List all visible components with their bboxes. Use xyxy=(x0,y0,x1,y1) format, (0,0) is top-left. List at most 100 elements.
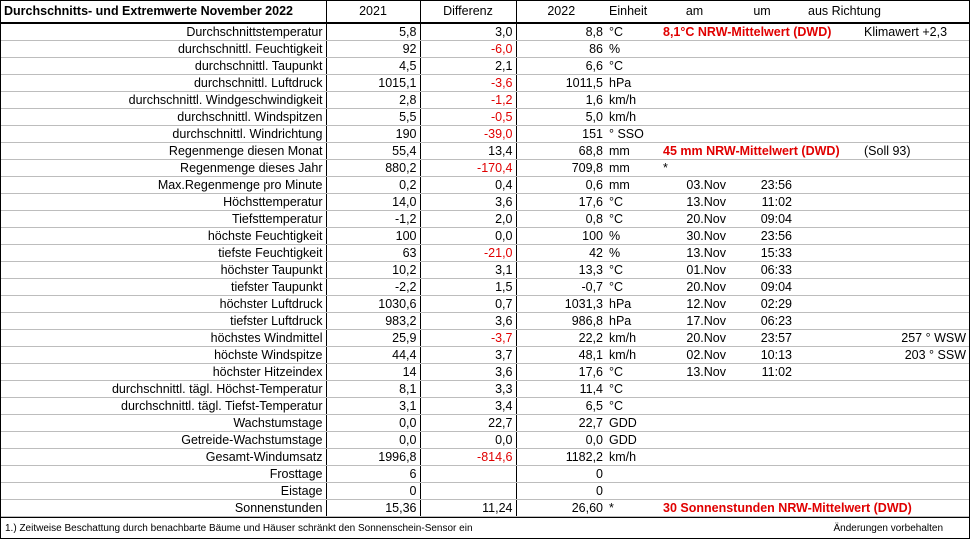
value-unit: mm xyxy=(606,159,660,177)
value-2022: 22,2 xyxy=(516,329,606,347)
date-am: 20.Nov xyxy=(660,210,729,228)
direction-value xyxy=(805,448,969,466)
value-2021: 0,2 xyxy=(326,176,421,194)
row-label: höchste Feuchtigkeit xyxy=(1,227,327,245)
value-unit xyxy=(606,465,660,483)
table-row: Getreide-Wachstumstage 0,0 0,0 0,0 GDD xyxy=(1,431,969,449)
date-am: * xyxy=(660,159,729,177)
value-2022: 0,0 xyxy=(516,431,606,449)
table-row: tiefster Taupunkt -2,2 1,5 -0,7 °C 20.Nov 09:0… xyxy=(1,278,969,296)
row-label: durchschnittl. tägl. Tiefst-Temperatur xyxy=(1,397,327,415)
row-label: höchster Hitzeindex xyxy=(1,363,327,381)
value-difference: 3,6 xyxy=(420,363,517,381)
value-2021: 14 xyxy=(326,363,421,381)
value-unit xyxy=(606,482,660,500)
value-difference: 2,1 xyxy=(420,57,517,75)
time-um xyxy=(729,40,795,58)
value-difference: 0,4 xyxy=(420,176,517,194)
value-2022: 5,0 xyxy=(516,108,606,126)
table-row: durchschnittl. Windgeschwindigkeit 2,8 -1,… xyxy=(1,91,969,109)
row-label: Getreide-Wachstumstage xyxy=(1,431,327,449)
row-label: Frosttage xyxy=(1,465,327,483)
time-um: 23:56 xyxy=(729,227,795,245)
value-2021: -2,2 xyxy=(326,278,421,296)
table-row: Höchsttemperatur 14,0 3,6 17,6 °C 13.Nov 11:02 xyxy=(1,193,969,211)
value-2022: 0 xyxy=(516,482,606,500)
value-2022: 1182,2 xyxy=(516,448,606,466)
value-2021: 100 xyxy=(326,227,421,245)
row-label: Gesamt-Windumsatz xyxy=(1,448,327,466)
value-difference: -3,6 xyxy=(420,74,517,92)
row-label: durchschnittl. Luftdruck xyxy=(1,74,327,92)
value-difference: 3,0 xyxy=(420,23,517,41)
time-um xyxy=(729,414,795,432)
direction-value xyxy=(805,363,969,381)
time-um: 06:23 xyxy=(729,312,795,330)
time-um xyxy=(729,397,795,415)
row-label: Sonnenstunden xyxy=(1,499,327,517)
table-row: höchster Luftdruck 1030,6 0,7 1031,3 hPa 12.N… xyxy=(1,295,969,313)
date-am xyxy=(660,448,729,466)
table-row: höchste Windspitze 44,4 3,7 48,1 km/h 02.Nov 1… xyxy=(1,346,969,364)
direction-value xyxy=(805,295,969,313)
value-difference: -814,6 xyxy=(420,448,517,466)
direction-value xyxy=(805,244,969,262)
value-unit: °C xyxy=(606,380,660,398)
value-2022: 26,60 xyxy=(516,499,606,517)
value-2022: 0,6 xyxy=(516,176,606,194)
row-label: Regenmenge dieses Jahr xyxy=(1,159,327,177)
value-2021: 5,8 xyxy=(326,23,421,41)
direction-value xyxy=(805,397,969,415)
row-label: Durchschnittstemperatur xyxy=(1,23,327,41)
direction-value xyxy=(805,210,969,228)
header-difference: Differenz xyxy=(420,1,517,24)
value-2022: 986,8 xyxy=(516,312,606,330)
value-unit: km/h xyxy=(606,91,660,109)
value-2021: 55,4 xyxy=(326,142,421,160)
value-difference: 3,6 xyxy=(420,312,517,330)
time-um xyxy=(729,108,795,126)
date-am: 01.Nov xyxy=(660,261,729,279)
value-2021: 983,2 xyxy=(326,312,421,330)
value-unit: hPa xyxy=(606,312,660,330)
time-um: 11:02 xyxy=(729,193,795,211)
time-um xyxy=(729,431,795,449)
value-difference: 0,0 xyxy=(420,431,517,449)
value-difference: 13,4 xyxy=(420,142,517,160)
value-difference: 0,0 xyxy=(420,227,517,245)
time-um: 23:57 xyxy=(729,329,795,347)
value-2021: 0,0 xyxy=(326,414,421,432)
row-label: durchschnittl. Windrichtung xyxy=(1,125,327,143)
date-am xyxy=(660,125,729,143)
date-am xyxy=(660,414,729,432)
value-unit: °C xyxy=(606,397,660,415)
value-unit: % xyxy=(606,227,660,245)
time-um xyxy=(729,125,795,143)
time-um xyxy=(729,57,795,75)
value-difference: -6,0 xyxy=(420,40,517,58)
value-unit: km/h xyxy=(606,329,660,347)
date-am: 17.Nov xyxy=(660,312,729,330)
direction-value xyxy=(805,57,969,75)
table-row: durchschnittl. tägl. Höchst-Temperatur 8,… xyxy=(1,380,969,398)
header-unit: Einheit xyxy=(606,1,660,24)
value-difference: -39,0 xyxy=(420,125,517,143)
value-difference: 3,6 xyxy=(420,193,517,211)
table-row: durchschnittl. Luftdruck 1015,1 -3,6 1011,5… xyxy=(1,74,969,92)
value-unit: GDD xyxy=(606,431,660,449)
row-label: höchster Luftdruck xyxy=(1,295,327,313)
value-difference: 3,3 xyxy=(420,380,517,398)
time-um: 15:33 xyxy=(729,244,795,262)
direction-value xyxy=(805,159,969,177)
date-am: 12.Nov xyxy=(660,295,729,313)
reference-extra: Klimawert +2,3 xyxy=(861,23,969,41)
table-title: Durchschnitts- und Extremwerte November … xyxy=(1,1,327,24)
table-row: durchschnittl. tägl. Tiefst-Temperatur 3,… xyxy=(1,397,969,415)
footer-disclaimer: Änderungen vorbehalten xyxy=(833,523,943,534)
direction-value xyxy=(805,108,969,126)
value-unit: °C xyxy=(606,278,660,296)
value-difference: -1,2 xyxy=(420,91,517,109)
value-difference: -0,5 xyxy=(420,108,517,126)
direction-value xyxy=(805,193,969,211)
table-row: höchstes Windmittel 25,9 -3,7 22,2 km/h 20.No… xyxy=(1,329,969,347)
